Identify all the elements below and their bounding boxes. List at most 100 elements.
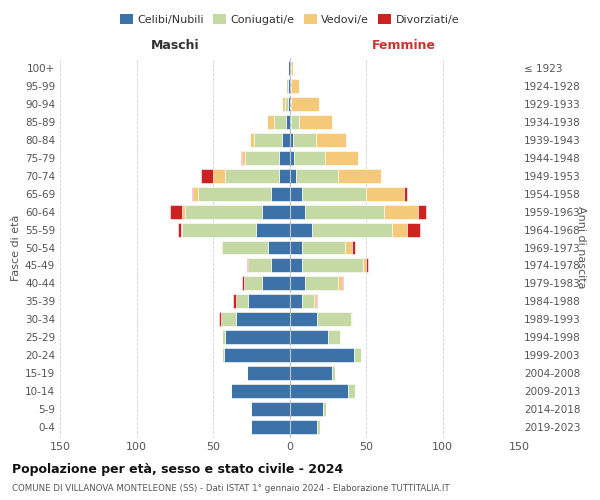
Bar <box>279 169 290 183</box>
Legend: Celibi/Nubili, Coniugati/e, Vedovi/e, Divorziati/e: Celibi/Nubili, Coniugati/e, Vedovi/e, Di… <box>115 10 464 29</box>
Bar <box>219 312 221 326</box>
Bar <box>290 133 293 147</box>
Bar <box>290 402 323 416</box>
Bar <box>290 240 302 254</box>
Bar <box>222 348 224 362</box>
Bar <box>271 258 290 272</box>
Bar <box>290 312 317 326</box>
Bar <box>352 240 355 254</box>
Bar <box>354 348 361 362</box>
Bar <box>198 186 271 200</box>
Bar <box>290 115 291 129</box>
Bar <box>328 330 340 344</box>
Bar <box>317 312 351 326</box>
Bar <box>296 169 338 183</box>
Bar <box>279 151 290 165</box>
Bar <box>285 97 288 111</box>
Bar <box>290 204 305 218</box>
Bar <box>232 384 290 398</box>
Bar <box>317 420 320 434</box>
Text: Maschi: Maschi <box>151 39 199 52</box>
Bar <box>302 258 363 272</box>
Bar <box>247 258 248 272</box>
Bar <box>185 204 262 218</box>
Bar <box>244 276 262 290</box>
Bar <box>248 294 290 308</box>
Bar <box>290 276 305 290</box>
Bar <box>288 79 290 93</box>
Bar <box>290 294 302 308</box>
Bar <box>338 276 341 290</box>
Bar <box>233 294 236 308</box>
Bar <box>313 222 392 236</box>
Bar <box>294 151 325 165</box>
Bar <box>181 222 182 236</box>
Text: COMUNE DI VILLANOVA MONTELEONE (SS) - Dati ISTAT 1° gennaio 2024 - Elaborazione : COMUNE DI VILLANOVA MONTELEONE (SS) - Da… <box>12 484 449 493</box>
Bar <box>290 330 328 344</box>
Bar <box>344 240 352 254</box>
Bar <box>366 258 368 272</box>
Bar <box>385 204 418 218</box>
Bar <box>350 312 352 326</box>
Bar <box>286 79 288 93</box>
Bar <box>290 79 291 93</box>
Bar <box>299 115 332 129</box>
Bar <box>266 115 274 129</box>
Bar <box>222 330 225 344</box>
Bar <box>236 294 248 308</box>
Bar <box>251 420 290 434</box>
Bar <box>290 97 291 111</box>
Bar <box>201 169 213 183</box>
Bar <box>282 133 290 147</box>
Bar <box>254 133 282 147</box>
Bar <box>191 186 193 200</box>
Bar <box>221 240 222 254</box>
Bar <box>305 276 338 290</box>
Bar <box>247 366 290 380</box>
Bar <box>291 115 299 129</box>
Bar <box>347 384 355 398</box>
Bar <box>290 169 296 183</box>
Bar <box>271 186 290 200</box>
Bar <box>290 348 354 362</box>
Bar <box>332 366 335 380</box>
Bar <box>225 330 290 344</box>
Bar <box>290 186 302 200</box>
Bar <box>404 186 407 200</box>
Bar <box>338 169 382 183</box>
Bar <box>286 115 290 129</box>
Bar <box>290 151 294 165</box>
Bar <box>262 276 290 290</box>
Bar <box>268 240 290 254</box>
Bar <box>182 222 256 236</box>
Bar <box>193 186 198 200</box>
Bar <box>170 204 182 218</box>
Bar <box>282 97 285 111</box>
Bar <box>407 222 419 236</box>
Bar <box>290 384 347 398</box>
Bar <box>250 133 254 147</box>
Bar <box>291 62 293 75</box>
Bar <box>288 62 290 75</box>
Bar <box>213 169 225 183</box>
Bar <box>314 294 316 308</box>
Bar <box>323 402 326 416</box>
Bar <box>290 366 332 380</box>
Bar <box>305 204 385 218</box>
Bar <box>288 97 290 111</box>
Bar <box>291 79 299 93</box>
Bar <box>225 169 279 183</box>
Bar <box>242 276 244 290</box>
Bar <box>392 222 407 236</box>
Bar <box>245 151 279 165</box>
Bar <box>248 258 271 272</box>
Bar <box>182 204 185 218</box>
Bar <box>222 240 268 254</box>
Y-axis label: Anni di nascita: Anni di nascita <box>576 206 586 289</box>
Text: Popolazione per età, sesso e stato civile - 2024: Popolazione per età, sesso e stato civil… <box>12 462 343 475</box>
Bar <box>316 294 317 308</box>
Bar <box>290 62 291 75</box>
Text: Femmine: Femmine <box>372 39 436 52</box>
Bar <box>290 258 302 272</box>
Bar <box>242 151 245 165</box>
